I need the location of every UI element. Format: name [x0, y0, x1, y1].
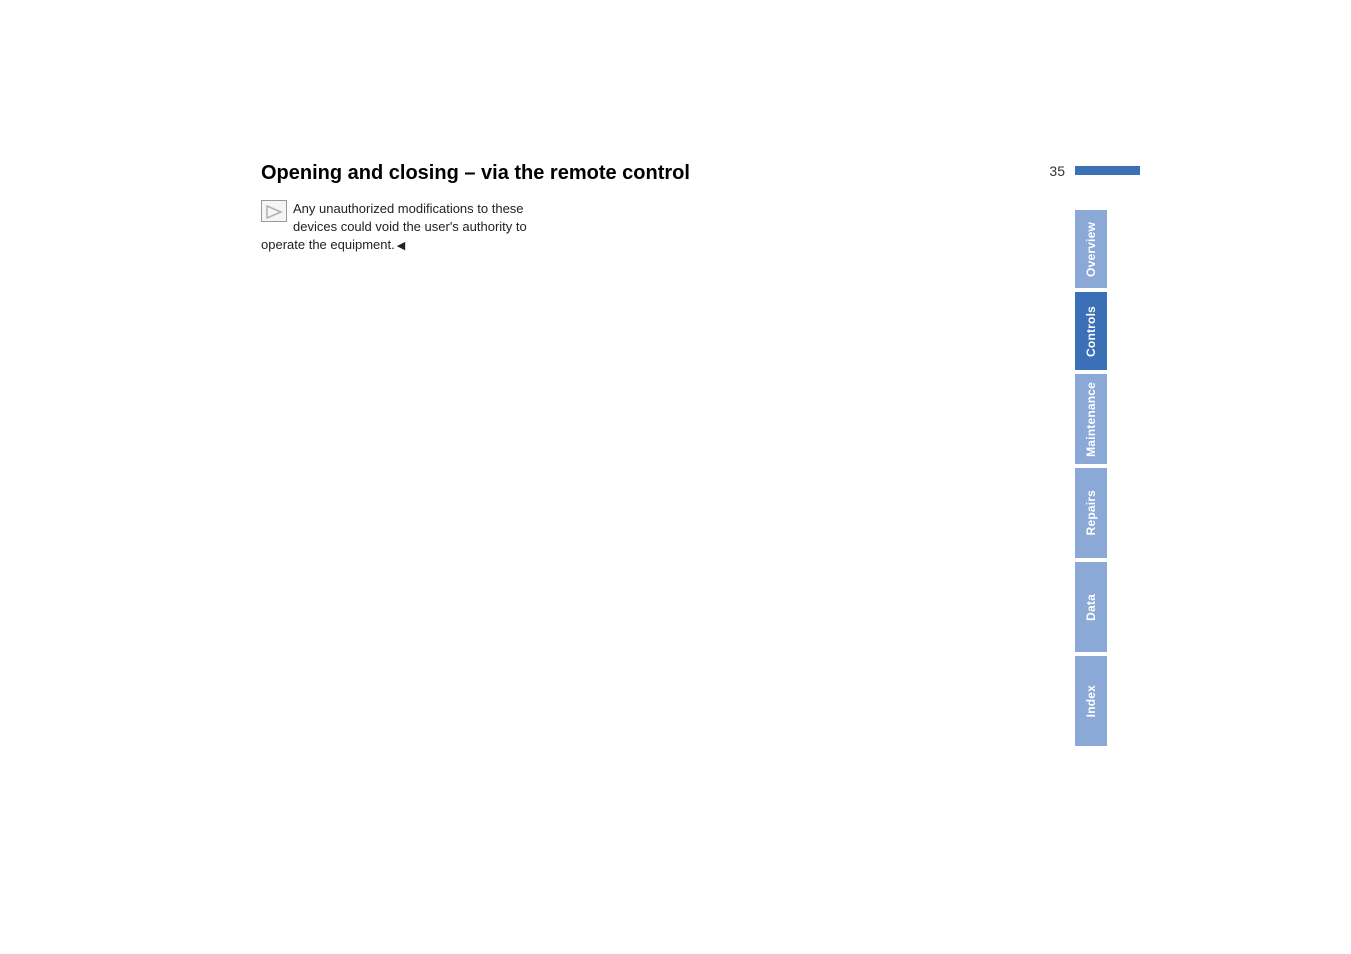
page-header: Opening and closing – via the remote con… — [261, 162, 1061, 185]
tab-label: Overview — [1084, 222, 1098, 277]
tab-overview[interactable]: Overview — [1075, 208, 1107, 290]
note-triangle-icon — [261, 200, 287, 222]
tab-label: Maintenance — [1084, 382, 1098, 457]
page-number-bar — [1075, 166, 1140, 175]
side-tabs: Overview Controls Maintenance Repairs Da… — [1075, 208, 1107, 748]
tab-maintenance[interactable]: Maintenance — [1075, 372, 1107, 466]
tab-index[interactable]: Index — [1075, 654, 1107, 748]
tab-label: Data — [1084, 594, 1098, 621]
tab-controls[interactable]: Controls — [1075, 290, 1107, 372]
tab-label: Index — [1084, 685, 1098, 717]
tab-data[interactable]: Data — [1075, 560, 1107, 654]
tab-label: Controls — [1084, 306, 1098, 357]
tab-repairs[interactable]: Repairs — [1075, 466, 1107, 560]
body-text-block: Any unauthorized modifications to these … — [261, 200, 551, 254]
tab-label: Repairs — [1084, 490, 1098, 535]
body-text: Any unauthorized modifications to these … — [261, 201, 527, 252]
page-title: Opening and closing – via the remote con… — [261, 162, 1061, 185]
end-marker-icon: ◀ — [397, 239, 405, 252]
page-number: 35 — [1049, 163, 1065, 179]
